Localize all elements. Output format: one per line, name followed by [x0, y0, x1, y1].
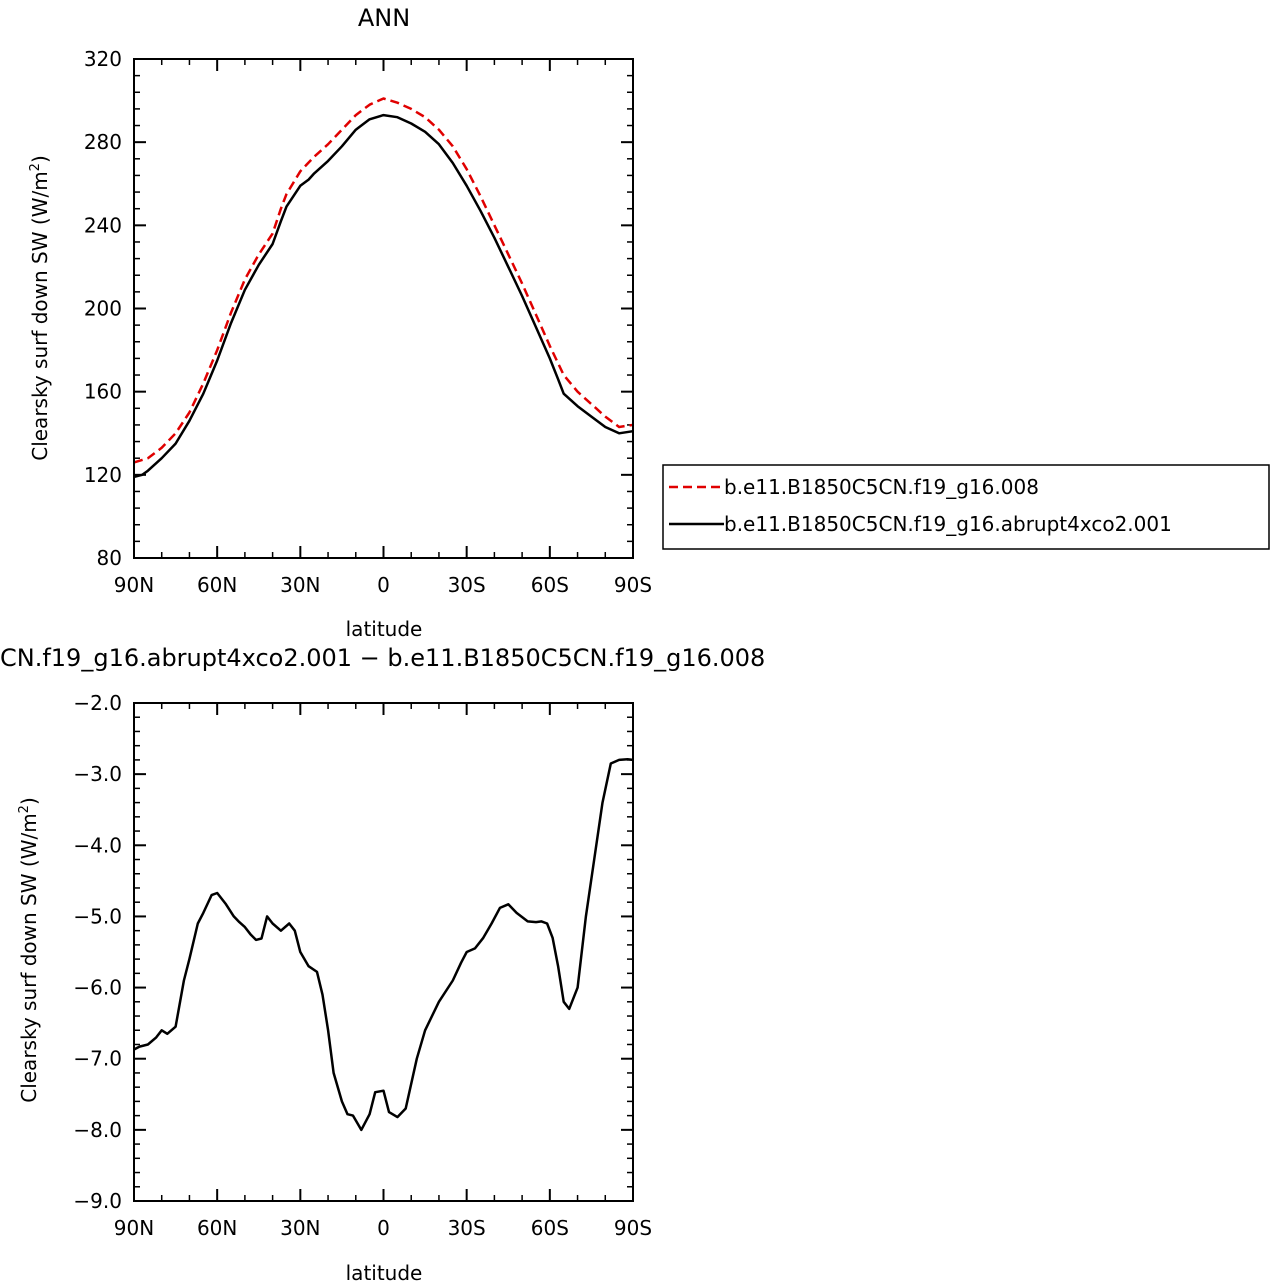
legend-box	[662, 464, 1270, 550]
y-tick-label: 320	[84, 47, 122, 71]
legend-label-control: b.e11.B1850C5CN.f19_g16.008	[724, 475, 1039, 499]
x-tick-label: 60N	[197, 1216, 237, 1240]
y-tick-label: −4.0	[73, 833, 122, 857]
top-y-label-text: Clearsky surf down SW (W/m	[28, 171, 52, 460]
svg-text:Clearsky surf down SW (W/m2): Clearsky surf down SW (W/m2)	[17, 797, 41, 1103]
y-tick-label: −8.0	[73, 1118, 122, 1142]
y-tick-label: −6.0	[73, 976, 122, 1000]
x-tick-label: 90S	[614, 573, 652, 597]
top-plot: ANN Clearsky surf down SW (W/m2) latitud…	[28, 4, 652, 641]
top-plot-title: ANN	[358, 4, 410, 32]
top-plot-lines	[133, 97, 634, 479]
bottom-plot-ticks: 90N 60N 30N 0 30S 60S 90S −9.0 −8.0 −7.0 −6.0 −5.0 −…	[73, 691, 652, 1240]
x-tick-label: 60S	[531, 1216, 569, 1240]
svg-text:Clearsky surf down SW (W/m2): Clearsky surf down SW (W/m2)	[28, 155, 52, 461]
x-tick-label: 0	[377, 573, 390, 597]
x-tick-label: 90N	[114, 573, 154, 597]
bottom-plot-x-axis-label: latitude	[346, 1261, 423, 1285]
x-tick-label: 90N	[114, 1216, 154, 1240]
x-tick-label: 0	[377, 1216, 390, 1240]
y-tick-label: 120	[84, 463, 122, 487]
bottom-y-label-text: Clearsky surf down SW (W/m	[17, 813, 41, 1102]
bottom-plot-frame	[133, 702, 634, 1202]
top-plot-y-axis-label: Clearsky surf down SW (W/m2)	[28, 155, 52, 461]
y-tick-label: −9.0	[73, 1189, 122, 1213]
x-tick-label: 60S	[531, 573, 569, 597]
y-tick-label: 200	[84, 297, 122, 321]
y-tick-label: 160	[84, 380, 122, 404]
y-tick-label: 240	[84, 213, 122, 237]
x-tick-label: 90S	[614, 1216, 652, 1240]
bottom-plot: CN.f19_g16.abrupt4xco2.001 − b.e11.B1850…	[0, 644, 765, 1285]
series-line-difference	[133, 757, 634, 1132]
legend: b.e11.B1850C5CN.f19_g16.008 b.e11.B1850C…	[662, 464, 1270, 550]
series-line-control	[133, 97, 634, 464]
y-tick-label: −2.0	[73, 691, 122, 715]
top-plot-x-axis-label: latitude	[346, 617, 423, 641]
x-tick-label: 30N	[280, 573, 320, 597]
top-plot-frame	[133, 58, 634, 559]
y-tick-label: 280	[84, 130, 122, 154]
top-plot-ticks: 90N 60N 30N 0 30S 60S 90S 80 120 160 200 240 280 320	[84, 47, 652, 597]
legend-label-abrupt4xco2: b.e11.B1850C5CN.f19_g16.abrupt4xco2.001	[724, 512, 1172, 536]
y-tick-label: 80	[97, 546, 122, 570]
series-line-abrupt4xco2	[133, 113, 634, 479]
y-tick-label: −7.0	[73, 1047, 122, 1071]
y-tick-label: −3.0	[73, 762, 122, 786]
bottom-y-label-sup: 2	[17, 805, 32, 813]
bottom-plot-lines	[133, 757, 634, 1132]
y-tick-label: −5.0	[73, 904, 122, 928]
bottom-y-label-close: )	[17, 797, 41, 805]
x-tick-label: 30N	[280, 1216, 320, 1240]
bottom-plot-title: CN.f19_g16.abrupt4xco2.001 − b.e11.B1850…	[0, 644, 765, 672]
top-y-label-sup: 2	[28, 163, 43, 171]
x-tick-label: 30S	[448, 1216, 486, 1240]
x-tick-label: 60N	[197, 573, 237, 597]
x-tick-label: 30S	[448, 573, 486, 597]
top-y-label-close: )	[28, 155, 52, 163]
bottom-plot-y-axis-label: Clearsky surf down SW (W/m2)	[17, 797, 41, 1103]
